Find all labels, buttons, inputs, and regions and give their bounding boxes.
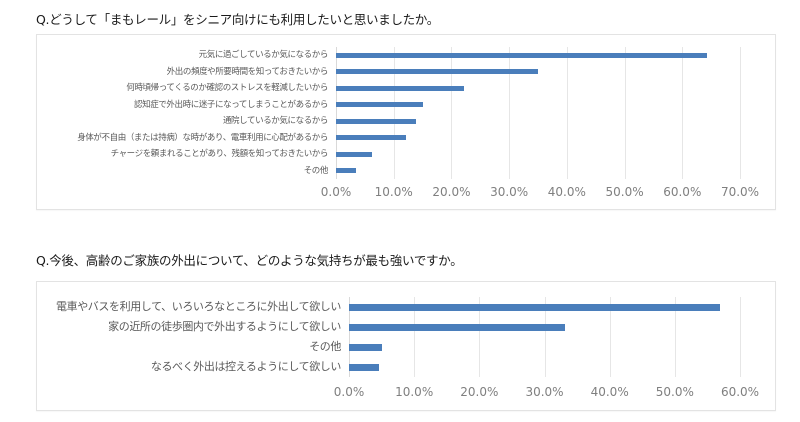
category-label: 家の近所の徒歩圏内で外出するようにして欲しい xyxy=(108,320,341,333)
question-1-title: Q.どうして「まもレール」をシニア向けにも利用したいと思いましたか。 xyxy=(36,12,439,27)
category-label: その他 xyxy=(309,340,341,353)
x-tick-label: 20.0% xyxy=(460,385,499,399)
x-tick-label: 40.0% xyxy=(547,185,586,199)
bar xyxy=(349,323,565,331)
bar xyxy=(349,303,721,311)
gridline xyxy=(393,47,395,179)
x-tick-label: 30.0% xyxy=(490,185,529,199)
x-tick-label: 0.0% xyxy=(333,385,365,399)
x-tick-label: 60.0% xyxy=(720,385,760,399)
y-axis-line xyxy=(336,47,337,179)
bar xyxy=(336,151,373,157)
category-label: 何時頃帰ってくるのか確認のストレスを軽減したいから xyxy=(126,83,328,94)
gridline xyxy=(509,47,511,179)
bar xyxy=(349,363,379,371)
bar xyxy=(336,69,538,75)
category-label: 認知症で外出時に迷子になってしまうことがあるから xyxy=(134,99,328,110)
bar xyxy=(349,343,383,351)
category-label: 元気に過ごしているか気になるから xyxy=(198,50,329,61)
x-tick-label: 10.0% xyxy=(374,185,413,199)
category-label: 外出の頻度や所要時間を知っておきたいから xyxy=(166,66,329,77)
gridline xyxy=(740,47,741,179)
category-label: なるべく外出は控えるようにして欲しい xyxy=(150,360,342,373)
x-tick-label: 50.0% xyxy=(605,185,644,199)
category-label: チャージを頼まれることがあり、残額を知っておきたいから xyxy=(110,149,329,160)
gridline xyxy=(544,297,546,377)
gridline xyxy=(414,297,416,377)
category-label: 通院しているか気になるから xyxy=(222,116,328,127)
y-axis-line xyxy=(349,297,350,377)
chart-1-plot-area xyxy=(336,47,741,179)
chart-1-container: 元気に過ごしているか気になるから外出の頻度や所要時間を知っておきたいから何時頃帰… xyxy=(36,34,776,210)
bar xyxy=(336,85,464,91)
x-tick-label: 20.0% xyxy=(432,185,471,199)
category-label: 電車やバスを利用して、いろいろなところに外出して欲しい xyxy=(56,300,341,313)
chart-2-container: 電車やバスを利用して、いろいろなところに外出して欲しい家の近所の徒歩圏内で外出す… xyxy=(36,281,776,411)
gridline xyxy=(624,47,626,179)
gridline xyxy=(566,47,568,179)
bar xyxy=(336,168,357,174)
x-tick-label: 10.0% xyxy=(395,385,434,399)
category-label: その他 xyxy=(303,165,329,176)
gridline xyxy=(674,297,676,377)
gridline xyxy=(451,47,453,179)
x-tick-label: 0.0% xyxy=(320,185,352,199)
x-tick-label: 30.0% xyxy=(525,385,564,399)
bar xyxy=(336,102,424,108)
gridline xyxy=(609,297,611,377)
x-tick-label: 40.0% xyxy=(590,385,629,399)
chart-2-plot-area xyxy=(349,297,741,377)
gridline xyxy=(479,297,481,377)
bar xyxy=(336,135,407,141)
gridline xyxy=(682,47,684,179)
bar xyxy=(336,52,707,58)
gridline xyxy=(740,297,741,377)
x-tick-label: 50.0% xyxy=(655,385,694,399)
bar xyxy=(336,118,417,124)
question-2-title: Q.今後、高齢のご家族の外出について、どのような気持ちが最も強いですか。 xyxy=(36,253,463,268)
x-tick-label: 70.0% xyxy=(720,185,760,199)
x-tick-label: 60.0% xyxy=(663,185,702,199)
category-label: 身体が不自由（または持病）な時があり、電車利用に心配があるから xyxy=(77,132,328,143)
